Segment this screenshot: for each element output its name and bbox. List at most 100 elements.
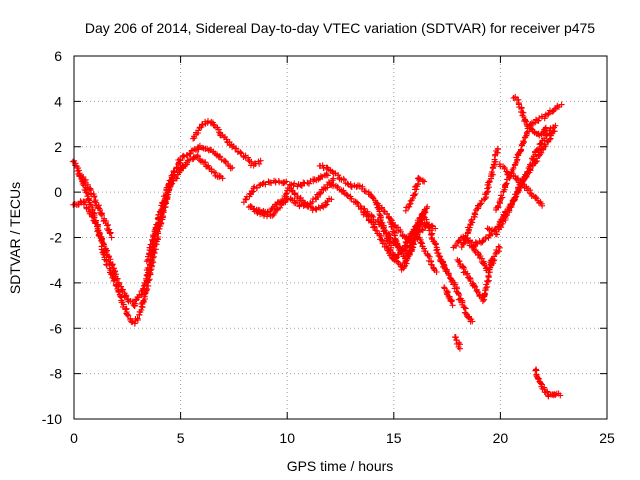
data-point: [498, 192, 505, 199]
data-point: [247, 203, 254, 210]
data-point: [324, 172, 331, 179]
data-point: [147, 244, 153, 251]
data-point: [496, 244, 503, 251]
data-point: [173, 175, 180, 182]
data-point: [518, 146, 525, 153]
series-track-16: [441, 284, 456, 309]
data-point: [166, 184, 173, 191]
data-point: [256, 182, 263, 189]
series-track-23: [493, 101, 565, 213]
y-tick-label: -10: [42, 411, 62, 427]
data-point: [277, 204, 283, 211]
series-track-19: [458, 145, 501, 251]
data-point: [114, 275, 121, 282]
data-point: [459, 263, 466, 270]
data-point: [405, 236, 411, 243]
data-point: [86, 186, 93, 193]
data-point: [193, 147, 199, 154]
data-point: [373, 201, 380, 208]
data-point: [545, 110, 552, 117]
data-point: [251, 183, 258, 190]
data-point: [425, 252, 432, 259]
data-point: [392, 236, 399, 243]
data-point: [523, 129, 530, 136]
data-point: [257, 157, 264, 164]
data-point: [108, 234, 115, 241]
data-point: [441, 284, 448, 291]
series-track-2: [70, 162, 186, 310]
data-point: [515, 175, 521, 182]
data-point: [460, 239, 467, 246]
data-point: [513, 193, 520, 200]
data-point: [418, 239, 425, 246]
data-point: [158, 207, 165, 214]
data-point: [363, 212, 370, 219]
data-point: [110, 278, 117, 285]
data-point: [407, 244, 414, 251]
data-point: [272, 178, 279, 185]
chart-title: Day 206 of 2014, Sidereal Day-to-day VTE…: [85, 20, 595, 36]
data-point: [365, 213, 371, 220]
data-point: [557, 392, 564, 399]
data-point: [488, 169, 495, 176]
data-point: [219, 175, 226, 182]
data-point: [448, 298, 455, 305]
data-point: [99, 212, 105, 219]
data-point: [91, 198, 98, 205]
data-point: [462, 310, 469, 317]
series-track-25: [496, 161, 546, 209]
data-point: [166, 187, 172, 194]
x-tick-label: 15: [386, 430, 402, 446]
data-point: [429, 262, 435, 268]
data-point: [463, 271, 470, 278]
data-point: [328, 196, 335, 203]
data-point: [394, 258, 401, 265]
data-point: [77, 173, 84, 180]
data-point: [410, 238, 417, 245]
data-point: [508, 200, 515, 207]
y-tick-label: 0: [54, 184, 62, 200]
data-point: [474, 289, 481, 296]
data-point: [356, 182, 363, 189]
data-point: [456, 258, 463, 264]
data-point: [416, 226, 422, 233]
y-tick-label: -8: [50, 366, 63, 382]
data-point: [317, 189, 324, 196]
data-point: [502, 215, 509, 222]
data-point: [393, 237, 400, 244]
y-tick-label: -4: [50, 275, 63, 291]
data-point: [522, 117, 529, 124]
data-point: [243, 196, 250, 203]
data-point: [149, 236, 155, 243]
data-point: [199, 144, 206, 151]
data-point: [542, 125, 549, 132]
data-point: [348, 195, 355, 202]
data-point: [446, 293, 453, 300]
series-track-20: [451, 334, 463, 352]
data-point: [317, 191, 324, 197]
data-point: [109, 261, 116, 268]
data-point: [477, 201, 483, 208]
data-point: [432, 225, 439, 232]
data-point: [549, 129, 555, 136]
data-point: [528, 125, 535, 132]
data-point: [428, 234, 435, 241]
data-point: [541, 135, 547, 142]
data-point: [347, 183, 354, 190]
data-point: [404, 251, 411, 258]
data-point: [415, 174, 422, 181]
data-point: [424, 203, 431, 210]
data-point: [523, 118, 530, 125]
data-point: [542, 143, 549, 150]
data-point: [420, 213, 427, 220]
data-point: [482, 235, 489, 242]
y-tick-label: 2: [54, 139, 62, 155]
data-point: [107, 230, 114, 237]
data-point: [401, 243, 408, 250]
data-point: [368, 212, 375, 219]
data-point: [546, 136, 553, 143]
data-point: [330, 175, 337, 182]
y-tick-label: -2: [50, 230, 63, 246]
series-track-14: [402, 174, 428, 214]
data-point: [91, 193, 98, 200]
